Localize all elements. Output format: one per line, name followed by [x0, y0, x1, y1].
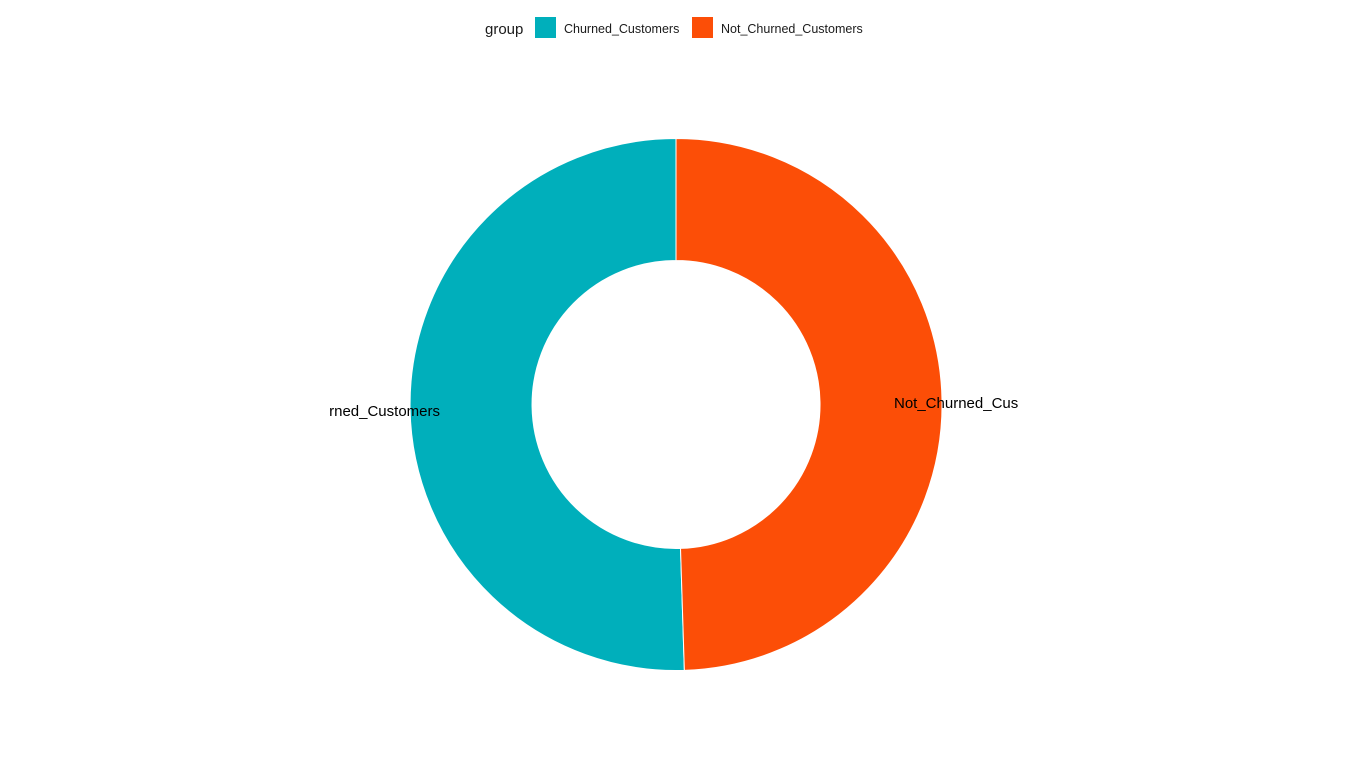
legend-item-churned-customers: Churned_Customers [535, 17, 679, 38]
legend-swatch [535, 17, 556, 38]
legend: group Churned_Customers Not_Churned_Custo… [485, 17, 863, 38]
donut-slices [409, 137, 943, 671]
legend-items: Churned_Customers Not_Churned_Customers [535, 17, 863, 38]
legend-label: Not_Churned_Customers [721, 22, 863, 36]
slice-churned-customers [409, 137, 685, 671]
slice-labels: Churned_Customers Not_Churned_Customers [302, 395, 1064, 420]
legend-item-not-churned-customers: Not_Churned_Customers [692, 17, 863, 38]
legend-label: Churned_Customers [564, 22, 679, 36]
legend-swatch [692, 17, 713, 38]
slice-label-churned-customers: Churned_Customers [302, 403, 440, 420]
legend-title: group [485, 21, 523, 38]
slice-label-not-churned-customers: Not_Churned_Customers [894, 395, 1064, 412]
slice-not-churned-customers [675, 137, 943, 671]
